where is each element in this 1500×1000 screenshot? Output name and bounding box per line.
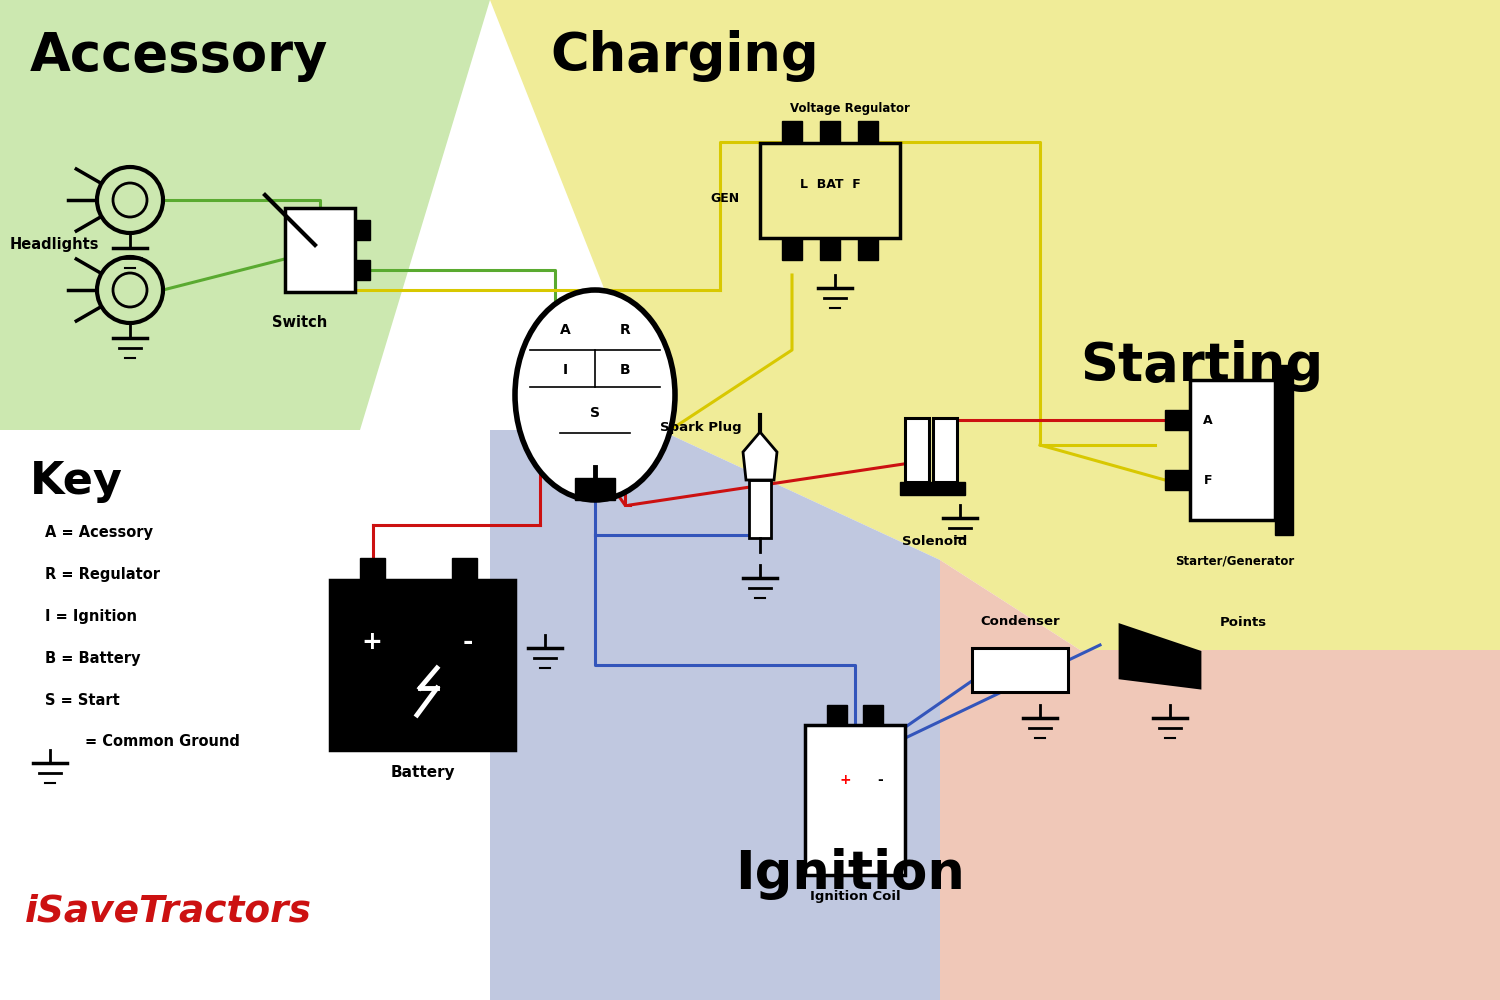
- Text: +: +: [839, 773, 850, 787]
- FancyBboxPatch shape: [904, 418, 928, 482]
- Polygon shape: [940, 560, 1500, 1000]
- FancyBboxPatch shape: [748, 480, 771, 538]
- Text: = Common Ground: = Common Ground: [86, 734, 240, 750]
- Text: A: A: [1203, 414, 1214, 426]
- FancyBboxPatch shape: [330, 580, 514, 750]
- Text: Switch: Switch: [273, 315, 327, 330]
- Text: I = Ignition: I = Ignition: [45, 609, 136, 624]
- Text: Ignition: Ignition: [735, 848, 964, 900]
- FancyBboxPatch shape: [1166, 470, 1190, 490]
- Text: Ignition Coil: Ignition Coil: [810, 890, 900, 903]
- Text: -: -: [464, 630, 472, 654]
- FancyBboxPatch shape: [862, 705, 883, 725]
- Polygon shape: [742, 432, 777, 480]
- Text: Voltage Regulator: Voltage Regulator: [790, 102, 910, 115]
- Text: S = Start: S = Start: [45, 693, 120, 708]
- Polygon shape: [0, 0, 490, 430]
- Text: B: B: [620, 363, 630, 377]
- FancyBboxPatch shape: [933, 418, 957, 482]
- Text: R: R: [620, 323, 630, 337]
- Text: Accessory: Accessory: [30, 30, 328, 82]
- FancyBboxPatch shape: [782, 237, 802, 259]
- FancyBboxPatch shape: [356, 220, 370, 240]
- FancyBboxPatch shape: [782, 120, 802, 143]
- Text: Battery: Battery: [390, 765, 454, 780]
- FancyBboxPatch shape: [760, 143, 900, 237]
- Text: Key: Key: [30, 460, 123, 503]
- Polygon shape: [1120, 625, 1200, 688]
- FancyBboxPatch shape: [827, 705, 848, 725]
- Text: A = Acessory: A = Acessory: [45, 525, 153, 540]
- Text: R = Regulator: R = Regulator: [45, 567, 160, 582]
- Text: S: S: [590, 406, 600, 420]
- Text: F: F: [1203, 474, 1212, 487]
- Text: iSaveTractors: iSaveTractors: [26, 894, 312, 930]
- FancyBboxPatch shape: [821, 120, 840, 143]
- Text: Spark Plug: Spark Plug: [660, 421, 741, 434]
- FancyBboxPatch shape: [1166, 410, 1190, 430]
- Polygon shape: [490, 0, 1500, 650]
- Polygon shape: [0, 430, 490, 1000]
- Polygon shape: [490, 430, 940, 1000]
- Text: B = Battery: B = Battery: [45, 651, 141, 666]
- Text: Solenoid: Solenoid: [903, 535, 968, 548]
- FancyBboxPatch shape: [972, 648, 1068, 692]
- Text: +: +: [362, 630, 382, 654]
- FancyBboxPatch shape: [858, 237, 877, 259]
- FancyBboxPatch shape: [1275, 365, 1293, 535]
- FancyBboxPatch shape: [452, 558, 477, 580]
- Text: Starter/Generator: Starter/Generator: [1176, 555, 1294, 568]
- FancyBboxPatch shape: [1190, 380, 1275, 520]
- Text: Condenser: Condenser: [980, 615, 1060, 628]
- Text: A: A: [560, 323, 570, 337]
- FancyBboxPatch shape: [285, 208, 356, 292]
- Ellipse shape: [514, 290, 675, 500]
- FancyBboxPatch shape: [900, 482, 964, 495]
- FancyBboxPatch shape: [858, 120, 877, 143]
- Text: Charging: Charging: [550, 30, 819, 82]
- FancyBboxPatch shape: [806, 725, 904, 875]
- Text: Starting: Starting: [1080, 340, 1323, 392]
- Text: -: -: [878, 773, 884, 787]
- Text: L  BAT  F: L BAT F: [800, 178, 861, 192]
- Text: Headlights: Headlights: [10, 237, 99, 252]
- FancyBboxPatch shape: [356, 260, 370, 280]
- FancyBboxPatch shape: [574, 478, 615, 500]
- FancyBboxPatch shape: [821, 237, 840, 259]
- Text: GEN: GEN: [711, 192, 740, 205]
- Text: Points: Points: [1220, 615, 1268, 629]
- Text: I: I: [562, 363, 567, 377]
- FancyBboxPatch shape: [360, 558, 386, 580]
